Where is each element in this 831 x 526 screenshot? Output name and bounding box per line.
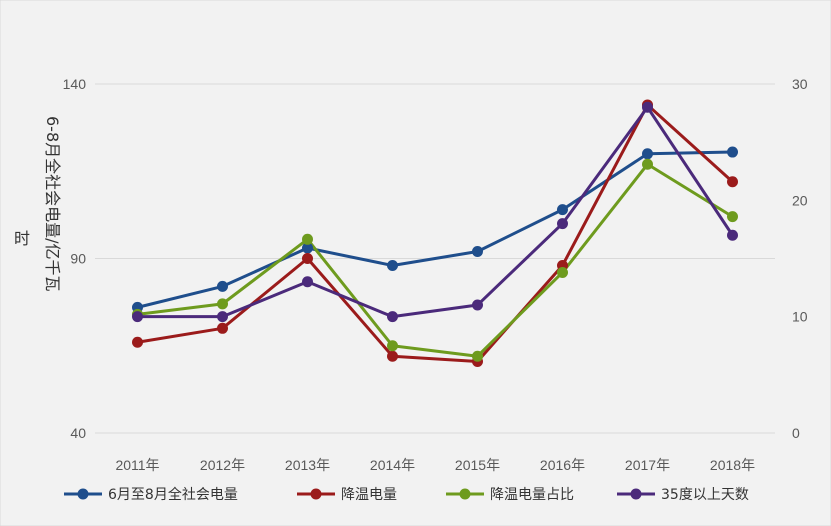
data-point-s2-5 <box>557 266 568 278</box>
x-tick-label: 2012年 <box>200 457 245 473</box>
series-lines <box>136 103 734 363</box>
legend-label-1: 降温电量 <box>341 487 397 503</box>
x-tick-label: 2015年 <box>455 457 500 473</box>
legend-label-0: 6月至8月全社会电量 <box>108 486 238 503</box>
legend-swatch-marker-3 <box>630 488 642 500</box>
right-tick-label: 0 <box>792 425 800 441</box>
series-points <box>132 99 738 367</box>
data-point-s0-2 <box>302 242 313 254</box>
legend: 6月至8月全社会电量 降温电量 降温电量占比 35度以上天数 <box>64 486 749 503</box>
data-point-s1-7 <box>727 176 738 188</box>
x-tick-label: 2017年 <box>625 457 670 473</box>
legend-label-2: 降温电量占比 <box>490 487 574 503</box>
right-axis-ticks: 0 10 20 30 <box>792 76 808 441</box>
x-tick-label: 2014年 <box>370 457 415 473</box>
data-point-s0-6 <box>642 148 653 160</box>
series-line-1 <box>136 103 734 363</box>
data-point-s2-2 <box>302 233 313 245</box>
data-point-s3-1 <box>217 311 228 323</box>
data-point-s0-3 <box>387 259 398 271</box>
data-point-s2-1 <box>217 298 228 310</box>
data-point-s0-5 <box>557 204 568 216</box>
x-tick-label: 2018年 <box>710 457 755 473</box>
left-axis-title: 6-8月全社会电量/亿千瓦 时 <box>14 116 62 292</box>
data-point-s3-0 <box>132 311 143 323</box>
data-point-s3-3 <box>387 311 398 323</box>
data-point-s3-6 <box>642 101 653 113</box>
data-point-s1-0 <box>132 336 143 348</box>
data-point-s3-2 <box>302 276 313 288</box>
series-line-0 <box>136 150 734 309</box>
legend-swatch-marker-0 <box>77 488 89 500</box>
data-point-s0-1 <box>217 280 228 292</box>
data-point-s0-7 <box>727 146 738 158</box>
data-point-s1-1 <box>217 322 228 334</box>
right-tick-label: 10 <box>792 309 808 325</box>
data-point-s2-4 <box>472 350 483 362</box>
data-point-s1-3 <box>387 350 398 362</box>
legend-label-3: 35度以上天数 <box>661 487 749 503</box>
x-tick-label: 2016年 <box>540 457 585 473</box>
left-axis-title-line1: 6-8月全社会电量/亿千瓦 <box>43 116 62 292</box>
data-point-s3-5 <box>557 218 568 230</box>
left-tick-label: 90 <box>70 251 86 267</box>
x-tick-label: 2011年 <box>115 457 159 473</box>
legend-swatch-marker-2 <box>459 488 471 500</box>
data-point-s3-7 <box>727 229 738 241</box>
left-tick-label: 140 <box>63 76 87 92</box>
data-point-s2-3 <box>387 340 398 352</box>
x-axis-ticks: 2011年 2012年 2013年 2014年 2015年 2016年 2017年 2018年 <box>115 457 755 473</box>
left-tick-label: 40 <box>70 425 86 441</box>
data-point-s1-2 <box>302 253 313 264</box>
data-point-s0-4 <box>472 246 483 258</box>
legend-swatch-marker-1 <box>310 488 322 500</box>
left-axis-title-line2: 时 <box>14 229 30 248</box>
data-point-s3-4 <box>472 299 483 311</box>
right-tick-label: 20 <box>792 192 808 208</box>
x-tick-label: 2013年 <box>285 457 330 473</box>
right-tick-label: 30 <box>792 76 808 92</box>
data-point-s2-6 <box>642 158 653 170</box>
series-line-3 <box>136 105 734 319</box>
data-point-s2-7 <box>727 211 738 223</box>
left-axis-ticks: 40 90 140 <box>63 76 87 441</box>
series-line-2 <box>136 162 734 358</box>
